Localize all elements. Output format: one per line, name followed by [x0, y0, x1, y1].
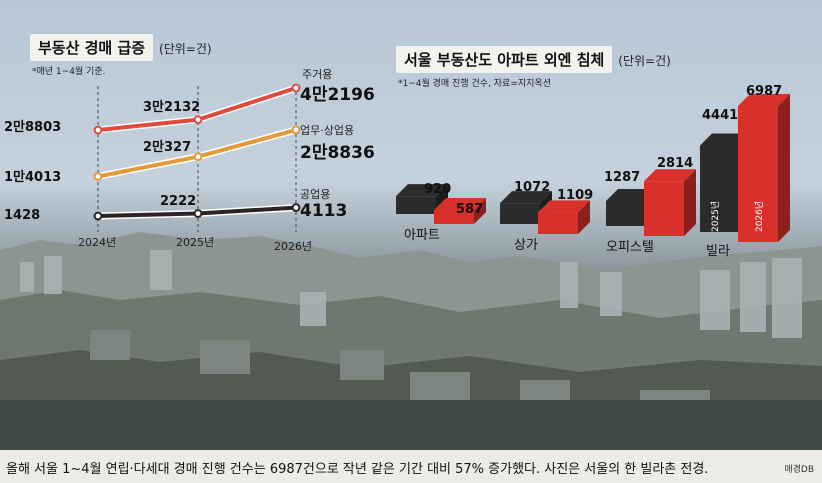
label-industrial-2026: 4113: [300, 201, 348, 221]
bar-chart: [396, 94, 790, 242]
series-point-0-0: [93, 125, 103, 135]
category-officetel: 오피스텔: [606, 240, 654, 255]
right-chart-note: *1~4월 경매 진행 건수, 자료=지지옥션: [398, 79, 551, 89]
left-chart-title: 부동산 경매 급증: [30, 34, 154, 61]
x-tick-2025: 2025년: [176, 236, 215, 249]
series-name-commercial: 업무·상업용: [300, 124, 355, 137]
villa-bar-year-2025: 2025년: [711, 200, 721, 232]
bar-2026-0: [434, 198, 486, 224]
series-point-1-0: [93, 172, 103, 181]
series-point-1-2: [291, 125, 301, 135]
category-shop: 상가: [514, 238, 538, 253]
label-apt-2025: 920: [424, 182, 452, 197]
label-villa-2025: 4441: [702, 108, 739, 123]
category-apartment: 아파트: [404, 228, 440, 243]
label-villa-2026: 6987: [746, 84, 783, 99]
bar-2025-0: [396, 184, 448, 214]
label-commercial-2026: 2만8836: [300, 143, 375, 163]
series-point-2-0: [93, 211, 103, 221]
series-point-0-2: [291, 83, 301, 93]
bar-2026-1: [538, 200, 590, 234]
photo-credit: 매경DB: [784, 465, 814, 475]
label-commercial-2024: 1만4013: [4, 170, 62, 185]
caption-bar: 올해 서울 1~4월 연립·다세대 경매 진행 건수는 6987건으로 작년 같…: [0, 450, 822, 483]
label-commercial-2025: 2만327: [143, 140, 192, 155]
bar-2026-2: [644, 169, 696, 236]
label-industrial-2024: 1428: [4, 208, 41, 223]
left-chart-unit: (단위=건): [159, 42, 212, 56]
label-industrial-2025: 2222: [160, 194, 197, 209]
right-chart-title-group: 서울 부동산도 아파트 외엔 침체 (단위=건): [396, 46, 671, 73]
series-point-1-1: [193, 152, 203, 162]
right-chart-title: 서울 부동산도 아파트 외엔 침체: [396, 46, 613, 73]
series-point-2-1: [193, 209, 203, 218]
photo-caption: 올해 서울 1~4월 연립·다세대 경매 진행 건수는 6987건으로 작년 같…: [6, 462, 709, 477]
bar-2026-3: [738, 94, 790, 242]
series-point-0-1: [193, 115, 203, 124]
line-chart: [93, 83, 301, 232]
series-name-residential: 주거용: [302, 68, 333, 81]
left-chart-note: *매년 1~4월 기준.: [32, 67, 106, 77]
label-residential-2026: 4만2196: [300, 85, 375, 105]
label-shop-2026: 1109: [557, 188, 594, 203]
label-officetel-2025: 1287: [604, 170, 641, 185]
villa-bar-year-2026: 2026년: [755, 200, 765, 232]
cityscape-illustration: [0, 232, 822, 450]
x-tick-2026: 2026년: [274, 240, 313, 253]
series-name-industrial: 공업용: [300, 188, 331, 201]
left-chart-title-group: 부동산 경매 급증 (단위=건): [30, 34, 212, 61]
category-villa: 빌라: [706, 244, 730, 259]
right-chart-unit: (단위=건): [618, 54, 671, 68]
label-residential-2024: 2만8803: [4, 120, 62, 135]
label-shop-2025: 1072: [514, 180, 551, 195]
series-point-2-2: [291, 203, 301, 212]
label-officetel-2026: 2814: [657, 156, 694, 171]
label-apt-2026: 587: [456, 202, 484, 217]
label-residential-2025: 3만2132: [143, 100, 201, 115]
x-tick-2024: 2024년: [78, 236, 117, 249]
